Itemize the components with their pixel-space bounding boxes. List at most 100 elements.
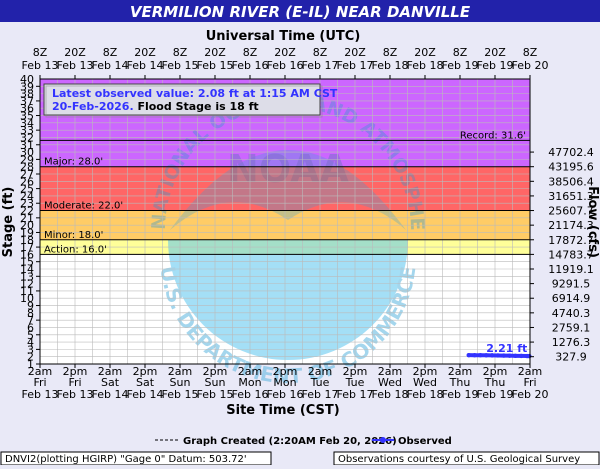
x-tick-label-date: Feb 18 (372, 388, 409, 401)
x-top-label-time: 8Z (523, 46, 538, 59)
x-tick-label-date: Feb 19 (442, 388, 479, 401)
y-tick-label: 39 (20, 80, 34, 93)
x-tick-label-date: Feb 16 (232, 388, 269, 401)
latest-observed-box: Latest observed value: 2.08 ft at 1:15 A… (43, 83, 338, 118)
x-tick-label-time: 2am (98, 365, 122, 378)
y-tick-label-even: 30 (20, 146, 34, 159)
latest-line2: 20-Feb-2026. Flood Stage is 18 ft (52, 100, 259, 113)
x-tick-label-time: 2pm (63, 365, 88, 378)
graph-created-text: Graph Created (2:20AM Feb 20, 2026) (183, 436, 397, 447)
y-tick-label: 35 (20, 110, 34, 123)
x-tick-label-date: Feb 17 (302, 388, 339, 401)
x-tick-label-time: 2pm (413, 365, 438, 378)
x-tick-label-time: 2pm (273, 365, 298, 378)
observed-point (507, 353, 512, 358)
y-tick-label-even: 10 (20, 292, 34, 305)
y-tick-label-even: 2 (27, 351, 34, 364)
x-tick-label-date: Feb 18 (407, 388, 444, 401)
observed-point (489, 353, 495, 358)
x-top-label-time: 8Z (313, 46, 328, 59)
observed-point (501, 353, 506, 358)
y-tick-label-even: 8 (27, 307, 34, 320)
x-tick-label-time: 2pm (483, 365, 508, 378)
footer-left-note: DNVI2(plotting HGIRP) "Gage 0" Datum: 50… (5, 454, 247, 465)
y-tick-label-even: 24 (20, 190, 34, 203)
x-top-label-date: Feb 15 (162, 59, 199, 72)
y-tick-label-even: 18 (20, 234, 34, 247)
y-tick-label-even: 36 (20, 102, 34, 115)
y-tick-label: 13 (20, 270, 34, 283)
flow-tick-label: 17872.7 (548, 234, 594, 247)
y-tick-label: 37 (20, 95, 34, 108)
threshold-label: Major: 28.0' (44, 157, 103, 168)
x-tick-label-time: 2am (448, 365, 472, 378)
x-tick-label-time: 2pm (203, 365, 228, 378)
x-tick-label-day: Tue (345, 376, 365, 389)
x-tick-label-time: 2pm (343, 365, 368, 378)
threshold-label: Action: 16.0' (44, 244, 107, 255)
y-tick-label: 11 (20, 285, 34, 298)
x-top-label-date: Feb 17 (302, 59, 339, 72)
top-axis-title: Universal Time (UTC) (206, 29, 361, 44)
flow-tick-label: 38506.4 (548, 175, 594, 188)
y-tick-label: 3 (27, 343, 34, 356)
x-top-label-date: Feb 13 (57, 59, 94, 72)
observed-point (495, 353, 501, 358)
x-tick-label-day: Fri (523, 376, 536, 389)
x-top-label-time: 8Z (383, 46, 398, 59)
y-tick-label: 21 (20, 212, 34, 225)
observed-point (519, 353, 524, 359)
observed-point (478, 353, 483, 358)
y-tick-label-even: 40 (20, 73, 34, 86)
x-tick-label-time: 2am (378, 365, 402, 378)
x-tick-label-day: Thu (449, 376, 471, 389)
flow-tick-label: 31651.3 (548, 190, 594, 203)
title-bar (0, 0, 600, 22)
x-top-label-date: Feb 16 (267, 59, 304, 72)
flow-tick-label: 9291.5 (552, 278, 591, 291)
x-tick-label-day: Wed (413, 376, 437, 389)
x-tick-label-date: Feb 19 (477, 388, 514, 401)
x-tick-label-date: Feb 15 (197, 388, 234, 401)
x-top-label-date: Feb 16 (232, 59, 269, 72)
y-tick-label: 1 (27, 358, 34, 371)
legend-observed-label: Observed (398, 436, 452, 447)
x-top-label-date: Feb 19 (477, 59, 514, 72)
x-tick-label-day: Mon (273, 376, 296, 389)
x-top-label-time: 8Z (173, 46, 188, 59)
y-tick-label-even: 20 (20, 219, 34, 232)
flow-tick-label: 327.9 (555, 351, 587, 364)
flow-tick-label: 14783.7 (548, 248, 594, 261)
flow-tick-label: 2759.1 (552, 321, 591, 334)
x-top-label-date: Feb 18 (372, 59, 409, 72)
x-top-label-date: Feb 17 (337, 59, 374, 72)
y-axis-title: Stage (ft) (1, 187, 16, 258)
y-tick-label-even: 34 (20, 117, 34, 130)
y-tick-label: 17 (20, 241, 34, 254)
x-top-label-date: Feb 14 (127, 59, 164, 72)
x-tick-label-date: Feb 13 (57, 388, 94, 401)
y-tick-label: 19 (20, 226, 34, 239)
x-top-label-time: 8Z (33, 46, 48, 59)
x-tick-label-day: Sat (101, 376, 120, 389)
x-top-label-date: Feb 13 (22, 59, 59, 72)
y-tick-label-even: 4 (27, 336, 34, 349)
x-top-label-time: 20Z (344, 46, 366, 59)
y-tick-label-even: 12 (20, 278, 34, 291)
x-tick-label-time: 2pm (133, 365, 158, 378)
x-tick-label-time: 2am (518, 365, 542, 378)
x-tick-label-date: Feb 20 (512, 388, 549, 401)
x-top-label-time: 8Z (243, 46, 258, 59)
x-tick-label-day: Thu (484, 376, 506, 389)
y-tick-label-even: 26 (20, 175, 34, 188)
latest-line2-date: 20-Feb-2026. (52, 100, 134, 113)
x-top-label-time: 20Z (64, 46, 86, 59)
latest-line1: Latest observed value: 2.08 ft at 1:15 A… (52, 87, 338, 100)
y-tick-label-even: 38 (20, 88, 34, 101)
y-tick-label-even: 16 (20, 248, 34, 261)
flow-tick-label: 4740.3 (552, 307, 591, 320)
watermark-bird-shape (170, 150, 406, 230)
observed-point (466, 352, 471, 358)
y-tick-label: 9 (27, 300, 34, 313)
